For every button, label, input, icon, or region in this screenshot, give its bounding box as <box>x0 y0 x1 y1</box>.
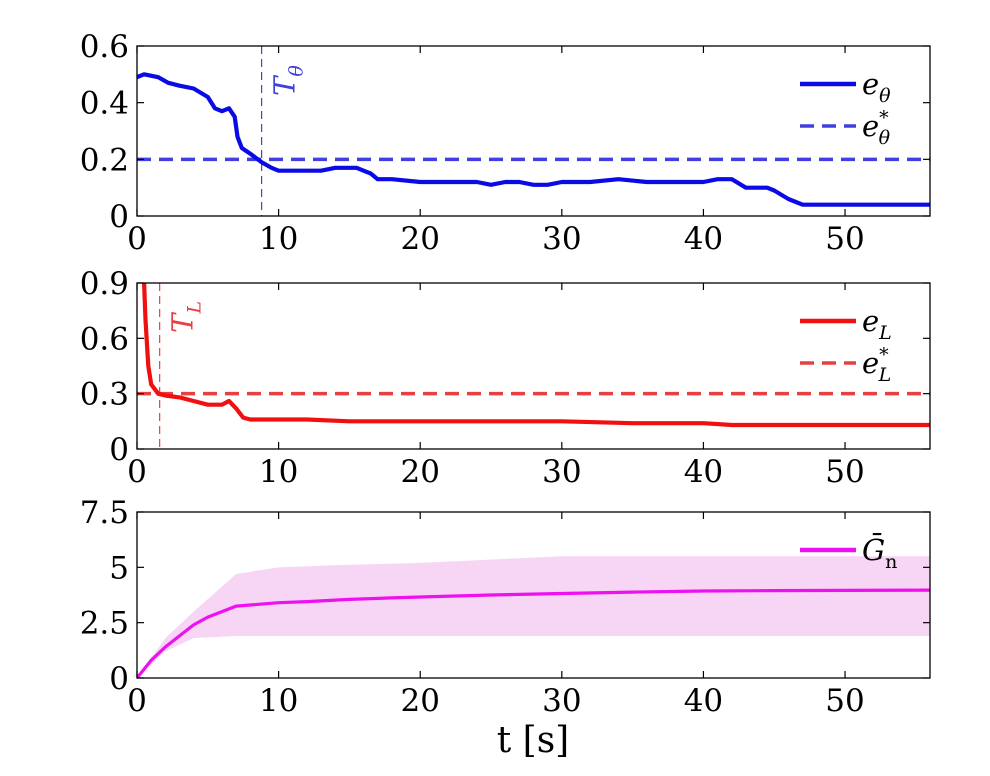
y-tick-label: 0.9 <box>80 266 129 302</box>
x-tick-label: 20 <box>400 683 439 719</box>
y-tick-label: 0.6 <box>80 321 129 357</box>
y-tick-label: 5 <box>109 550 129 586</box>
x-tick-label: 50 <box>825 683 864 719</box>
axes-frame <box>136 45 931 217</box>
x-axis-label: t [s] <box>497 720 569 761</box>
y-tick-label: 0 <box>109 661 129 697</box>
x-tick-label: 20 <box>400 454 439 490</box>
x-tick-label: 50 <box>825 454 864 490</box>
x-tick-label: 30 <box>542 221 581 257</box>
legend-entry: eL <box>862 304 892 344</box>
legend-entry: e* θ <box>862 107 891 149</box>
x-tick-label: 50 <box>825 221 864 257</box>
x-tick-label: 30 <box>542 683 581 719</box>
x-tick-label: 40 <box>684 683 723 719</box>
settling-time-label: Tθ <box>268 65 308 96</box>
x-tick-label: 10 <box>259 683 298 719</box>
legend-entry: Ḡn <box>862 531 897 573</box>
x-tick-label: 20 <box>400 221 439 257</box>
series-line <box>137 72 930 207</box>
y-tick-label: 0.2 <box>80 142 129 178</box>
y-tick-label: 0 <box>109 199 129 235</box>
x-tick-label: 10 <box>259 454 298 490</box>
legend-entry: eθ <box>862 67 891 107</box>
x-tick-label: 30 <box>542 454 581 490</box>
y-tick-label: 0 <box>109 432 129 468</box>
y-tick-label: 0.6 <box>80 29 129 65</box>
panel-gain: 0 10 20 30 40 50 0 2.5 5 7.5 Ḡn <box>80 495 931 719</box>
x-tick-label: 40 <box>684 454 723 490</box>
axes-frame <box>136 282 931 450</box>
legend-entry: e* L <box>862 344 891 386</box>
y-tick-label: 7.5 <box>80 495 129 531</box>
y-tick-label: 0.4 <box>80 86 129 122</box>
x-tick-label: 0 <box>127 221 147 257</box>
variance-band <box>137 556 930 678</box>
x-tick-label: 0 <box>127 683 147 719</box>
series-line <box>142 283 930 428</box>
panel-length-error: TL 0 10 20 30 40 50 0 0.3 0.6 0.9 eLe* L <box>80 266 931 490</box>
settling-time-label: TL <box>166 301 206 333</box>
x-tick-label: 10 <box>259 221 298 257</box>
x-tick-label: 0 <box>127 454 147 490</box>
y-tick-label: 2.5 <box>80 606 129 642</box>
series-line <box>137 588 930 678</box>
x-tick-label: 40 <box>684 221 723 257</box>
axes-frame <box>136 511 931 679</box>
y-tick-label: 0.3 <box>80 377 129 413</box>
panel-orientation-error: Tθ 0 10 20 30 40 50 0 0.2 0.4 0.6 eθe* θ <box>80 29 931 257</box>
